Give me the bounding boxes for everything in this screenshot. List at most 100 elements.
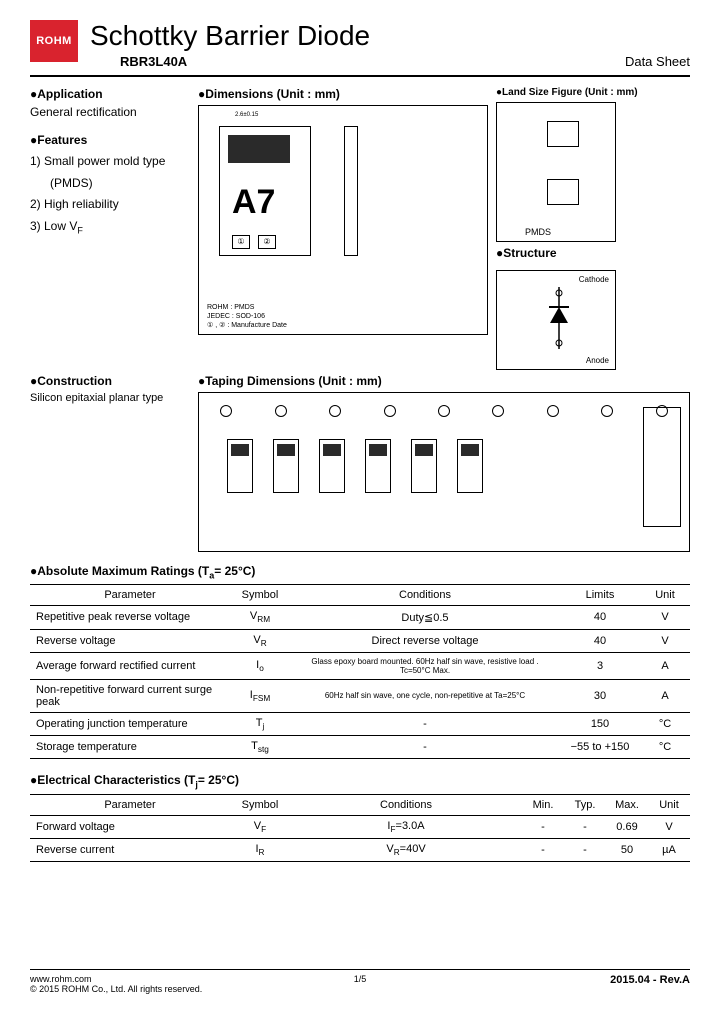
cell-param: Repetitive peak reverse voltage <box>30 606 230 629</box>
land-title: ●Land Size Figure (Unit : mm) <box>496 87 638 98</box>
cell-unit: V <box>640 606 690 629</box>
cell-unit: °C <box>640 712 690 735</box>
cell-limit: 3 <box>560 652 640 679</box>
cell-typ: - <box>564 815 606 838</box>
cell-min: - <box>522 838 564 861</box>
logo-text: ROHM <box>36 35 72 47</box>
cell-unit: °C <box>640 735 690 758</box>
cell-param: Average forward rectified current <box>30 652 230 679</box>
cell-cond: IF=3.0A <box>290 815 522 838</box>
tape-components <box>227 439 483 493</box>
cathode-label: Cathode <box>579 275 609 284</box>
feature-item: 2) High reliability <box>30 194 190 216</box>
feature-item: 3) Low VF <box>30 216 190 239</box>
cell-param: Reverse current <box>30 838 230 861</box>
datasheet-page: ROHM Schottky Barrier Diode RBR3L40A Dat… <box>0 0 720 1012</box>
cell-max: 0.69 <box>606 815 648 838</box>
cell-symbol: IFSM <box>230 679 290 712</box>
cell-limit: −55 to +150 <box>560 735 640 758</box>
th-symbol: Symbol <box>230 585 290 606</box>
footer-url: www.rohm.com <box>30 974 202 984</box>
part-number: RBR3L40A <box>120 54 613 69</box>
footer-rev: 2015.04 - Rev.A <box>610 974 690 994</box>
construction-text: Silicon epitaxial planar type <box>30 392 190 404</box>
cell-limit: 40 <box>560 606 640 629</box>
cell-unit: V <box>640 629 690 652</box>
cell-limit: 30 <box>560 679 640 712</box>
elec-title: ●Electrical Characteristics (Tj= 25°C) <box>30 773 690 789</box>
table-row: Average forward rectified current Io Gla… <box>30 652 690 679</box>
th-symbol: Symbol <box>230 794 290 815</box>
table-row: Storage temperature Tstg - −55 to +150 °… <box>30 735 690 758</box>
row-tape: ●Construction Silicon epitaxial planar t… <box>30 374 690 552</box>
dimensions-meta: ROHM : PMDS JEDEC : SOD-106 ① , ② : Manu… <box>207 303 287 330</box>
land-pad-bot <box>547 179 579 205</box>
th-cond: Conditions <box>290 794 522 815</box>
table-header-row: Parameter Symbol Conditions Limits Unit <box>30 585 690 606</box>
cell-cond: VR=40V <box>290 838 522 861</box>
th-typ: Typ. <box>564 794 606 815</box>
taping-block: ●Taping Dimensions (Unit : mm) <box>198 374 690 552</box>
application-title: ●Application <box>30 87 190 101</box>
taping-title: ●Taping Dimensions (Unit : mm) <box>198 374 690 388</box>
cell-cond: Glass epoxy board mounted. 60Hz half sin… <box>290 652 560 679</box>
th-cond: Conditions <box>290 585 560 606</box>
cell-symbol: VR <box>230 629 290 652</box>
dimensions-title: ●Dimensions (Unit : mm) <box>198 87 488 101</box>
right-column: ●Land Size Figure (Unit : mm) PMDS ●Stru… <box>496 87 638 370</box>
th-limits: Limits <box>560 585 640 606</box>
cell-cond: - <box>290 712 560 735</box>
cell-max: 50 <box>606 838 648 861</box>
construction-title: ●Construction <box>30 374 190 388</box>
th-param: Parameter <box>30 585 230 606</box>
land-pad-top <box>547 121 579 147</box>
feature-item: 1) Small power mold type <box>30 151 190 173</box>
cell-param: Reverse voltage <box>30 629 230 652</box>
doc-title: Schottky Barrier Diode <box>90 20 613 52</box>
dimensions-block: ●Dimensions (Unit : mm) 2.6±0.15 A7 ① ② … <box>198 87 488 370</box>
cell-unit: V <box>648 815 690 838</box>
tape-sprocket-holes <box>199 405 689 423</box>
dim-label: 2.6±0.15 <box>235 112 258 118</box>
cell-typ: - <box>564 838 606 861</box>
th-unit: Unit <box>640 585 690 606</box>
cell-symbol: Io <box>230 652 290 679</box>
cell-symbol: VRM <box>230 606 290 629</box>
th-param: Parameter <box>30 794 230 815</box>
cell-param: Storage temperature <box>30 735 230 758</box>
pad-1: ① <box>232 235 250 249</box>
tape-side-view <box>643 407 681 527</box>
cell-unit: A <box>640 679 690 712</box>
cell-cond: - <box>290 735 560 758</box>
cell-cond: Direct reverse voltage <box>290 629 560 652</box>
side-profile <box>344 126 358 256</box>
table-row: Forward voltage VF IF=3.0A - - 0.69 V <box>30 815 690 838</box>
table-header-row: Parameter Symbol Conditions Min. Typ. Ma… <box>30 794 690 815</box>
left-column: ●Application General rectification ●Feat… <box>30 87 190 370</box>
package-marking: A7 <box>232 183 275 222</box>
footer-copyright: © 2015 ROHM Co., Ltd. All rights reserve… <box>30 984 202 994</box>
features-title: ●Features <box>30 133 190 147</box>
th-min: Min. <box>522 794 564 815</box>
application-text: General rectification <box>30 105 190 119</box>
row-specs: ●Application General rectification ●Feat… <box>30 87 690 370</box>
th-max: Max. <box>606 794 648 815</box>
table-row: Operating junction temperature Tj - 150 … <box>30 712 690 735</box>
dimensions-diagram: 2.6±0.15 A7 ① ② ROHM : PMDS JEDEC : SOD-… <box>198 105 488 335</box>
elec-table: Parameter Symbol Conditions Min. Typ. Ma… <box>30 794 690 862</box>
cell-symbol: VF <box>230 815 290 838</box>
abs-max-table: Parameter Symbol Conditions Limits Unit … <box>30 584 690 759</box>
cell-param: Forward voltage <box>30 815 230 838</box>
cell-symbol: Tj <box>230 712 290 735</box>
pad-2: ② <box>258 235 276 249</box>
table-row: Reverse voltage VR Direct reverse voltag… <box>30 629 690 652</box>
cell-param: Non-repetitive forward current surge pea… <box>30 679 230 712</box>
diode-symbol-icon <box>547 287 571 349</box>
abs-max-title: ●Absolute Maximum Ratings (Ta= 25°C) <box>30 564 690 580</box>
cell-param: Operating junction temperature <box>30 712 230 735</box>
cell-symbol: IR <box>230 838 290 861</box>
cell-unit: µA <box>648 838 690 861</box>
land-label: PMDS <box>525 227 551 237</box>
taping-diagram <box>198 392 690 552</box>
construction-col: ●Construction Silicon epitaxial planar t… <box>30 374 190 552</box>
